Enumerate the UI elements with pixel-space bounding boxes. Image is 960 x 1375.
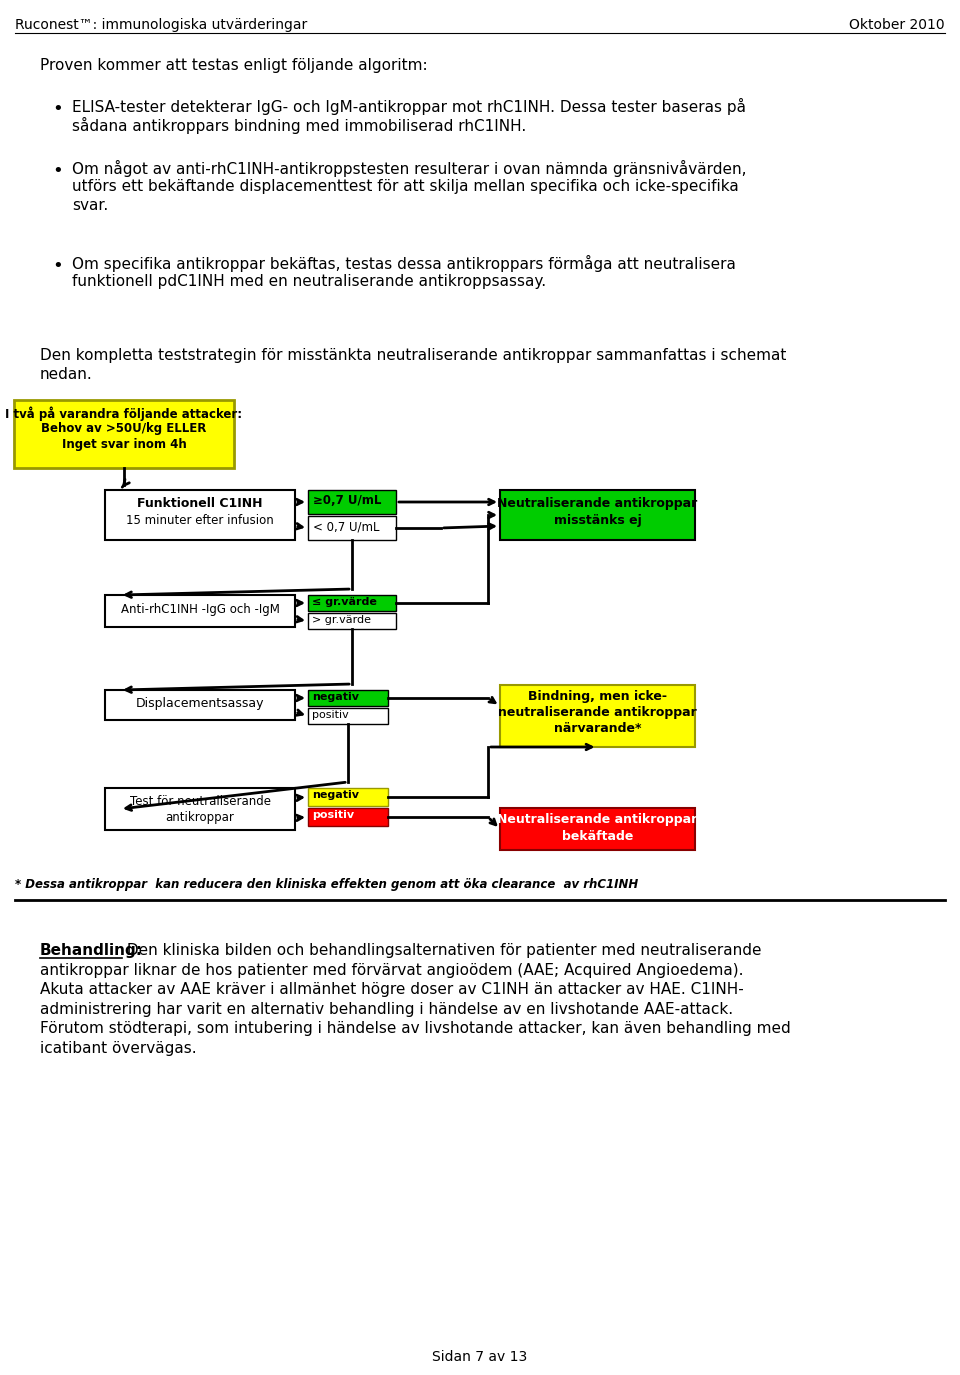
Text: sådana antikroppars bindning med immobiliserad rhC1INH.: sådana antikroppars bindning med immobil… xyxy=(72,117,526,133)
Text: ELISA-tester detekterar IgG- och IgM-antikroppar mot rhC1INH. Dessa tester baser: ELISA-tester detekterar IgG- och IgM-ant… xyxy=(72,98,746,116)
Text: Behov av >50U/kg ELLER: Behov av >50U/kg ELLER xyxy=(41,422,206,434)
Text: I två på varandra följande attacker:: I två på varandra följande attacker: xyxy=(6,406,243,421)
FancyBboxPatch shape xyxy=(308,788,388,806)
Text: ≥0,7 U/mL: ≥0,7 U/mL xyxy=(313,494,381,507)
Text: positiv: positiv xyxy=(312,810,354,820)
Text: antikroppar: antikroppar xyxy=(165,811,234,824)
FancyBboxPatch shape xyxy=(308,613,396,628)
FancyBboxPatch shape xyxy=(308,690,388,705)
Text: positiv: positiv xyxy=(312,710,348,720)
Text: bekäftade: bekäftade xyxy=(562,830,634,843)
Text: utförs ett bekäftande displacementtest för att skilja mellan specifika och icke-: utförs ett bekäftande displacementtest f… xyxy=(72,179,739,194)
Text: < 0,7 U/mL: < 0,7 U/mL xyxy=(313,520,379,534)
Text: Funktionell C1INH: Funktionell C1INH xyxy=(137,496,263,510)
Text: Ruconest™: immunologiska utvärderingar: Ruconest™: immunologiska utvärderingar xyxy=(15,18,307,32)
Text: Anti-rhC1INH -IgG och -IgM: Anti-rhC1INH -IgG och -IgM xyxy=(121,604,279,616)
Text: Test för neutraliserande: Test för neutraliserande xyxy=(130,795,271,808)
FancyBboxPatch shape xyxy=(500,808,695,850)
FancyBboxPatch shape xyxy=(308,490,396,514)
FancyBboxPatch shape xyxy=(308,708,388,725)
Text: icatibant övervägas.: icatibant övervägas. xyxy=(40,1041,197,1056)
Text: 15 minuter efter infusion: 15 minuter efter infusion xyxy=(126,514,274,527)
FancyBboxPatch shape xyxy=(500,685,695,747)
Text: Den kompletta teststrategin för misstänkta neutraliserande antikroppar sammanfat: Den kompletta teststrategin för misstänk… xyxy=(40,348,786,363)
Text: närvarande*: närvarande* xyxy=(554,722,641,736)
Text: negativ: negativ xyxy=(312,791,359,800)
Text: Akuta attacker av AAE kräver i allmänhet högre doser av C1INH än attacker av HAE: Akuta attacker av AAE kräver i allmänhet… xyxy=(40,982,744,997)
Text: funktionell pdC1INH med en neutraliserande antikroppsassay.: funktionell pdC1INH med en neutraliseran… xyxy=(72,274,546,289)
FancyBboxPatch shape xyxy=(105,690,295,720)
Text: Om något av anti-rhC1INH-antikroppstesten resulterar i ovan nämnda gränsnivåvärd: Om något av anti-rhC1INH-antikroppsteste… xyxy=(72,160,747,177)
Text: Neutraliserande antikroppar: Neutraliserande antikroppar xyxy=(497,813,698,826)
Text: Den kliniska bilden och behandlingsalternativen för patienter med neutraliserand: Den kliniska bilden och behandlingsalter… xyxy=(122,943,761,958)
Text: antikroppar liknar de hos patienter med förvärvat angioödem (AAE; Acquired Angio: antikroppar liknar de hos patienter med … xyxy=(40,962,743,978)
Text: Displacementsassay: Displacementsassay xyxy=(135,697,264,710)
Text: svar.: svar. xyxy=(72,198,108,213)
Text: Proven kommer att testas enligt följande algoritm:: Proven kommer att testas enligt följande… xyxy=(40,58,427,73)
Text: Förutom stödterapi, som intubering i händelse av livshotande attacker, kan även : Förutom stödterapi, som intubering i hän… xyxy=(40,1022,791,1035)
Text: > gr.värde: > gr.värde xyxy=(312,615,371,626)
Text: ≤ gr.värde: ≤ gr.värde xyxy=(312,597,377,606)
Text: neutraliserande antikroppar: neutraliserande antikroppar xyxy=(498,705,697,719)
Text: Om specifika antikroppar bekäftas, testas dessa antikroppars förmåga att neutral: Om specifika antikroppar bekäftas, testa… xyxy=(72,254,736,272)
Text: Sidan 7 av 13: Sidan 7 av 13 xyxy=(432,1350,528,1364)
Text: •: • xyxy=(52,100,62,118)
Text: misstänks ej: misstänks ej xyxy=(554,514,641,527)
Text: Behandling:: Behandling: xyxy=(40,943,143,958)
FancyBboxPatch shape xyxy=(105,788,295,830)
Text: * Dessa antikroppar  kan reducera den kliniska effekten genom att öka clearance : * Dessa antikroppar kan reducera den kli… xyxy=(15,879,638,891)
FancyBboxPatch shape xyxy=(500,490,695,540)
FancyBboxPatch shape xyxy=(308,595,396,610)
FancyBboxPatch shape xyxy=(308,516,396,540)
FancyBboxPatch shape xyxy=(14,400,234,468)
FancyBboxPatch shape xyxy=(308,808,388,826)
Text: administrering har varit en alternativ behandling i händelse av en livshotande A: administrering har varit en alternativ b… xyxy=(40,1001,733,1016)
FancyBboxPatch shape xyxy=(105,490,295,540)
Text: Bindning, men icke-: Bindning, men icke- xyxy=(528,690,667,703)
Text: •: • xyxy=(52,162,62,180)
FancyBboxPatch shape xyxy=(105,595,295,627)
Text: Oktober 2010: Oktober 2010 xyxy=(850,18,945,32)
Text: Neutraliserande antikroppar: Neutraliserande antikroppar xyxy=(497,496,698,510)
Text: negativ: negativ xyxy=(312,692,359,703)
Text: •: • xyxy=(52,257,62,275)
Text: nedan.: nedan. xyxy=(40,367,93,382)
Text: Inget svar inom 4h: Inget svar inom 4h xyxy=(61,439,186,451)
